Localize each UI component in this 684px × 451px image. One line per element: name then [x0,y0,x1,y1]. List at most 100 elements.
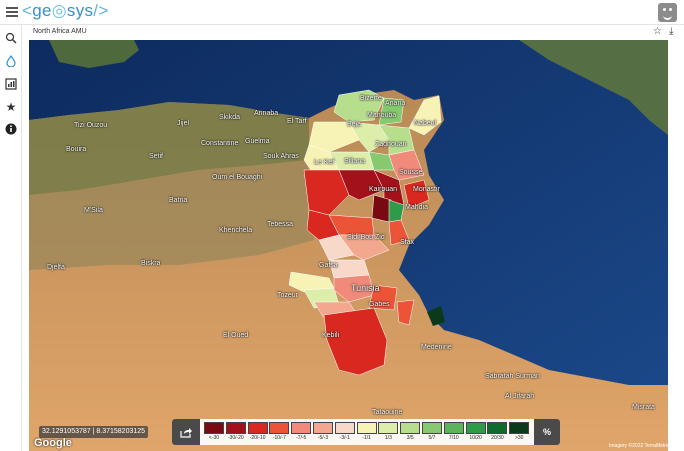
download-icon[interactable]: ⤓ [669,26,674,37]
menu-icon[interactable] [6,5,18,19]
legend-item: 7/10 [443,422,464,442]
report-icon[interactable] [2,75,20,93]
legend-label: -7/-5 [296,435,307,441]
favorite-star-icon[interactable]: ☆ [653,26,662,37]
place-label: Medenine [421,344,452,351]
legend-label: -30/-20 [227,435,244,441]
place-label: Gafsa [319,262,338,269]
place-label: Sousse [399,169,423,176]
logo: <ge◎sys/> [22,1,109,20]
region-polygons [288,89,442,376]
place-label: Ariana [385,100,406,107]
place-label: El Tarf [287,118,307,125]
place-label: Souk Ahras [263,153,299,160]
layers-icon[interactable] [2,29,20,47]
legend-swatch [378,422,399,434]
legend-item: -1/1 [356,422,377,442]
place-label: Djelfa [47,264,65,271]
legend-item: 5/7 [422,422,442,442]
legend-item: 10/20 [465,422,486,442]
place-label: Skikda [219,114,241,121]
logo-text: sys [66,1,94,20]
legend-item: -10/-7 [269,422,290,442]
place-label: El Oued [223,332,249,339]
sidebar: ★ [0,25,22,451]
place-label: Batna [169,197,188,204]
legend-swatch [225,422,246,434]
place-label: Sabratah Surman [485,373,540,380]
legend-swatch [400,422,421,434]
star-icon[interactable]: ★ [5,100,17,114]
legend-label: >30 [514,435,524,441]
legend-label: -3/-1 [339,435,350,441]
google-logo: Google [34,437,72,449]
legend-swatch [422,422,442,434]
legend-swatch [465,422,486,434]
legend-swatch [313,422,333,434]
legend-bar: <-30 -30/-20 -20/-10 -10/-7 -7/-5 -5/-3 -3/-1 -… [172,419,560,445]
place-label: Setif [149,153,164,160]
legend-label: 5/7 [428,435,436,441]
legend-swatch [487,422,508,434]
legend-label: 10/20 [469,435,482,441]
place-label: Nabeul [414,120,437,127]
panel-title: North Africa AMU [33,28,87,35]
legend-swatch [443,422,464,434]
legend-label: -20/-10 [249,435,266,441]
share-icon[interactable] [172,419,200,445]
coordinates-readout: 32.1291053787 | 8.37158203125 [39,426,149,438]
place-label: Le Kef [314,159,335,166]
place-label: Oum el Bouaghi [212,174,263,181]
legend-item: -30/-20 [225,422,246,442]
legend-label: -1/1 [362,435,371,441]
top-bar: <ge◎sys/> [0,0,684,25]
legend-item: 3/5 [400,422,421,442]
place-label: Bouira [66,146,87,153]
place-label: Khenchela [219,227,253,234]
legend-item: -5/-3 [313,422,333,442]
legend-label: 3/5 [406,435,414,441]
place-label: Sfax [400,239,415,246]
map-canvas [29,40,668,451]
place-label: Tozeur [277,292,299,299]
legend-swatch [204,422,224,434]
legend-swatch [509,422,530,434]
place-label: Annaba [254,110,279,117]
place-label: Tunisia [351,283,380,293]
map-view[interactable]: Tizi Ouzou Bouira Jijel Skikda Annaba El… [29,40,668,451]
info-icon[interactable] [2,120,20,138]
place-label: Constantine [201,140,239,147]
drop-icon[interactable] [2,52,20,70]
legend-item: 1/3 [378,422,399,442]
place-label: Siliana [344,158,366,165]
place-label: Guelma [245,138,270,145]
place-label: Monastir [413,186,440,193]
place-label: Biskra [141,260,161,267]
place-label: Tataouine [372,409,403,416]
legend-item: <-30 [204,422,224,442]
place-label: Kairouan [369,186,398,193]
legend-label: -10/-7 [272,435,286,441]
imagery-attribution: Imagery ©2022 TerraMetrics [609,443,673,449]
legend-item: -20/-10 [247,422,268,442]
place-label: Al Jifarah [505,393,535,400]
place-label: Kebili [322,332,340,339]
place-label: Manouba [367,112,397,119]
place-label: Tizi Ouzou [74,122,108,129]
place-label: M'Sila [84,207,103,214]
legend-label: <-30 [208,435,220,441]
percent-toggle-button[interactable]: % [534,419,560,445]
legend-swatch [334,422,355,434]
legend-label: 20/30 [491,435,504,441]
legend-swatch [247,422,268,434]
legend-swatch [269,422,290,434]
place-label: Zaghouan [375,141,407,148]
legend-item: >30 [509,422,530,442]
legend-label: 1/3 [384,435,392,441]
legend-item: 20/30 [487,422,508,442]
place-label: Jijel [177,120,190,127]
avatar-icon[interactable] [658,3,677,22]
place-label: Beja [347,121,362,128]
place-label: Gabes [369,301,390,308]
place-label: Sidi Bou Zid [347,234,385,241]
